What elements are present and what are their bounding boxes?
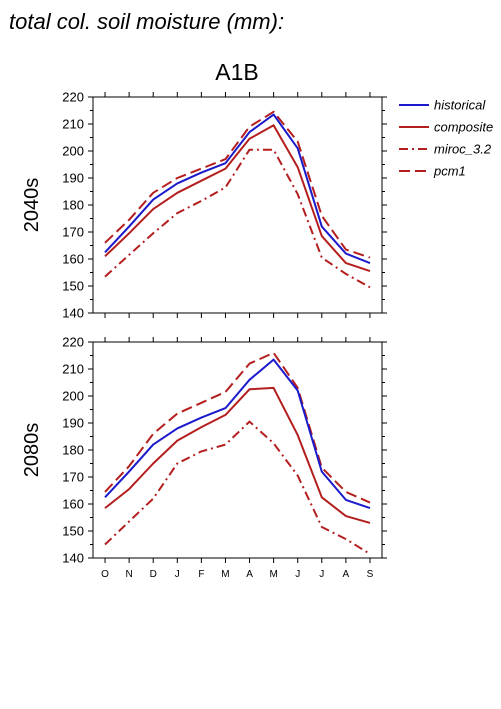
x-tick-label: A xyxy=(343,569,350,580)
series-line-miroc-3-2 xyxy=(104,148,371,289)
x-tick-label: J xyxy=(175,569,180,580)
legend-label: miroc_3.2 xyxy=(434,142,492,157)
x-tick-label: S xyxy=(367,569,374,580)
x-tick-label: D xyxy=(150,569,157,580)
series-line-composite xyxy=(104,124,371,273)
y-tick-label: 200 xyxy=(62,389,84,404)
panel-label: 2040s xyxy=(21,178,43,233)
x-tick-label: M xyxy=(221,569,229,580)
y-tick-label: 210 xyxy=(62,117,84,132)
y-tick-label: 160 xyxy=(62,497,84,512)
y-tick-label: 160 xyxy=(62,252,84,267)
y-tick-label: 150 xyxy=(62,524,84,539)
y-tick-label: 140 xyxy=(62,551,84,566)
y-tick-label: 170 xyxy=(62,470,84,485)
y-tick-label: 150 xyxy=(62,279,84,294)
scenario-title: A1B xyxy=(215,59,258,85)
legend-label: historical xyxy=(434,98,486,113)
plot-frame xyxy=(92,96,383,314)
series-line-historical xyxy=(104,113,371,265)
legend-label: pcm1 xyxy=(433,164,466,179)
series-line-miroc-3-2 xyxy=(104,420,371,555)
y-tick-label: 190 xyxy=(62,171,84,186)
y-tick-label: 140 xyxy=(62,306,84,321)
figure-title: total col. soil moisture (mm): xyxy=(9,9,284,34)
plot-frame xyxy=(92,341,383,559)
series-line-historical xyxy=(104,358,371,510)
y-tick-label: 190 xyxy=(62,416,84,431)
y-tick-label: 220 xyxy=(62,335,84,350)
panel-2040s: 140 150 160 170 180 190 200 210 220 2040s xyxy=(21,90,387,321)
y-tick-label: 180 xyxy=(62,443,84,458)
y-tick-label: 210 xyxy=(62,362,84,377)
panel-label: 2080s xyxy=(21,423,43,478)
x-tick-label: J xyxy=(295,569,300,580)
x-tick-label: M xyxy=(269,569,277,580)
x-tick-label: F xyxy=(198,569,204,580)
y-tick-label: 200 xyxy=(62,144,84,159)
x-tick-label: N xyxy=(126,569,133,580)
series-line-pcm1 xyxy=(104,351,371,504)
legend: historical composite miroc_3.2 pcm1 xyxy=(399,98,493,179)
x-tick-label: O xyxy=(101,569,109,580)
y-tick-label: 170 xyxy=(62,225,84,240)
series-line-pcm1 xyxy=(104,110,371,259)
y-tick-label: 220 xyxy=(62,90,84,105)
y-tick-label: 180 xyxy=(62,198,84,213)
x-tick-label: J xyxy=(319,569,324,580)
series-line-composite xyxy=(104,386,371,524)
panel-2080s: 140 150 160 170 180 190 200 210 220 O N D J F M A M J J A S 2… xyxy=(21,335,387,580)
x-tick-label: A xyxy=(246,569,253,580)
legend-label: composite xyxy=(434,120,493,135)
